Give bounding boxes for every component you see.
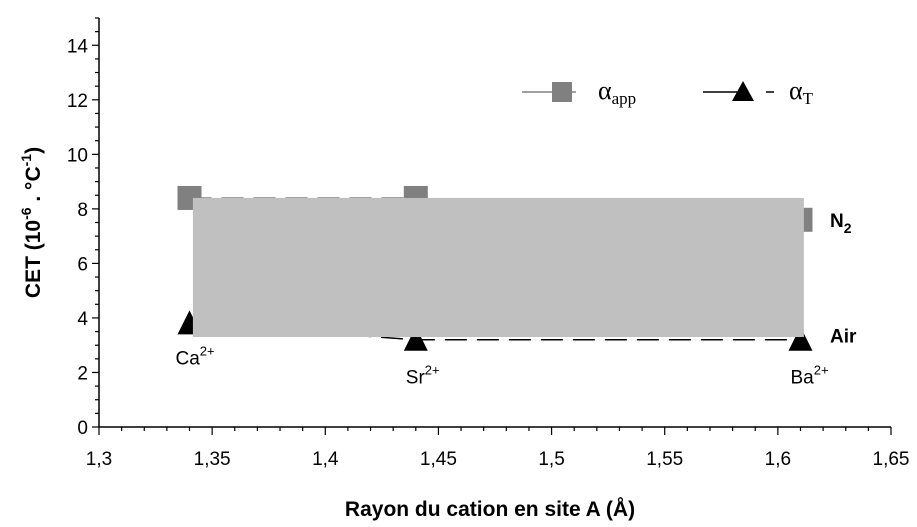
series-end-label: N2 <box>830 211 852 236</box>
series-end-label: Air <box>830 327 857 348</box>
legend-label: αapp <box>598 76 636 108</box>
y-axis-title-part: CET (10 <box>22 220 45 298</box>
x-tick-label: 1,3 <box>86 449 112 470</box>
axes: 0 2 4 6 8 10 12 14 1,3 1,35 1,4 1,45 1,5 1,55 1,6 1,65 <box>67 17 910 470</box>
y-tick-label: 12 <box>67 91 88 112</box>
plot-area: Ca2+ Sr2+ Ba2+ N2 Air <box>176 185 857 388</box>
y-tick-label: 6 <box>77 254 88 275</box>
cation-label-sup: 2+ <box>814 362 829 377</box>
cation-label-sup: 2+ <box>425 362 440 377</box>
legend: αapp αT <box>522 76 814 108</box>
y-axis-title-part: ) <box>22 147 45 154</box>
y-tick-label: 2 <box>77 363 88 384</box>
x-tick-label: 1,6 <box>765 449 791 470</box>
data-point-triangle <box>788 326 813 351</box>
y-axis-title-sup: -1 <box>18 154 34 167</box>
x-tick-label: 1,4 <box>312 449 339 470</box>
data-point-triangle <box>403 326 428 351</box>
x-tick-label: 1,5 <box>538 449 564 470</box>
series-end-label-sub: 2 <box>844 220 852 236</box>
y-tick-label: 4 <box>77 309 88 330</box>
x-tick-label: 1,35 <box>194 449 231 470</box>
y-tick-label: 10 <box>67 145 88 166</box>
y-tick-label: 0 <box>77 418 88 439</box>
y-axis-title-part: . °C <box>22 166 45 207</box>
overlay-box <box>192 197 804 338</box>
legend-label-sub: T <box>803 89 814 108</box>
y-axis-title-sup: -6 <box>18 207 34 220</box>
cation-label-sup: 2+ <box>200 343 215 358</box>
legend-label-sub: app <box>612 89 637 108</box>
legend-marker-triangle <box>732 81 754 101</box>
x-tick-label: 1,55 <box>646 449 683 470</box>
y-tick-label: 14 <box>67 36 89 57</box>
x-tick-label: 1,65 <box>873 449 910 470</box>
y-tick-label: 8 <box>77 200 88 221</box>
y-axis-title: CET (10-6 . °C-1) <box>18 147 45 298</box>
cation-label: Ca2+ <box>176 343 215 369</box>
legend-label: αT <box>789 76 814 108</box>
cation-label: Sr2+ <box>406 362 440 388</box>
cation-label: Ba2+ <box>790 362 828 388</box>
legend-marker-square <box>552 82 572 102</box>
x-tick-label: 1,45 <box>420 449 457 470</box>
x-axis-title: Rayon du cation en site A (Å) <box>345 497 635 521</box>
axis-titles: Rayon du cation en site A (Å) CET (10-6 .… <box>18 147 635 521</box>
